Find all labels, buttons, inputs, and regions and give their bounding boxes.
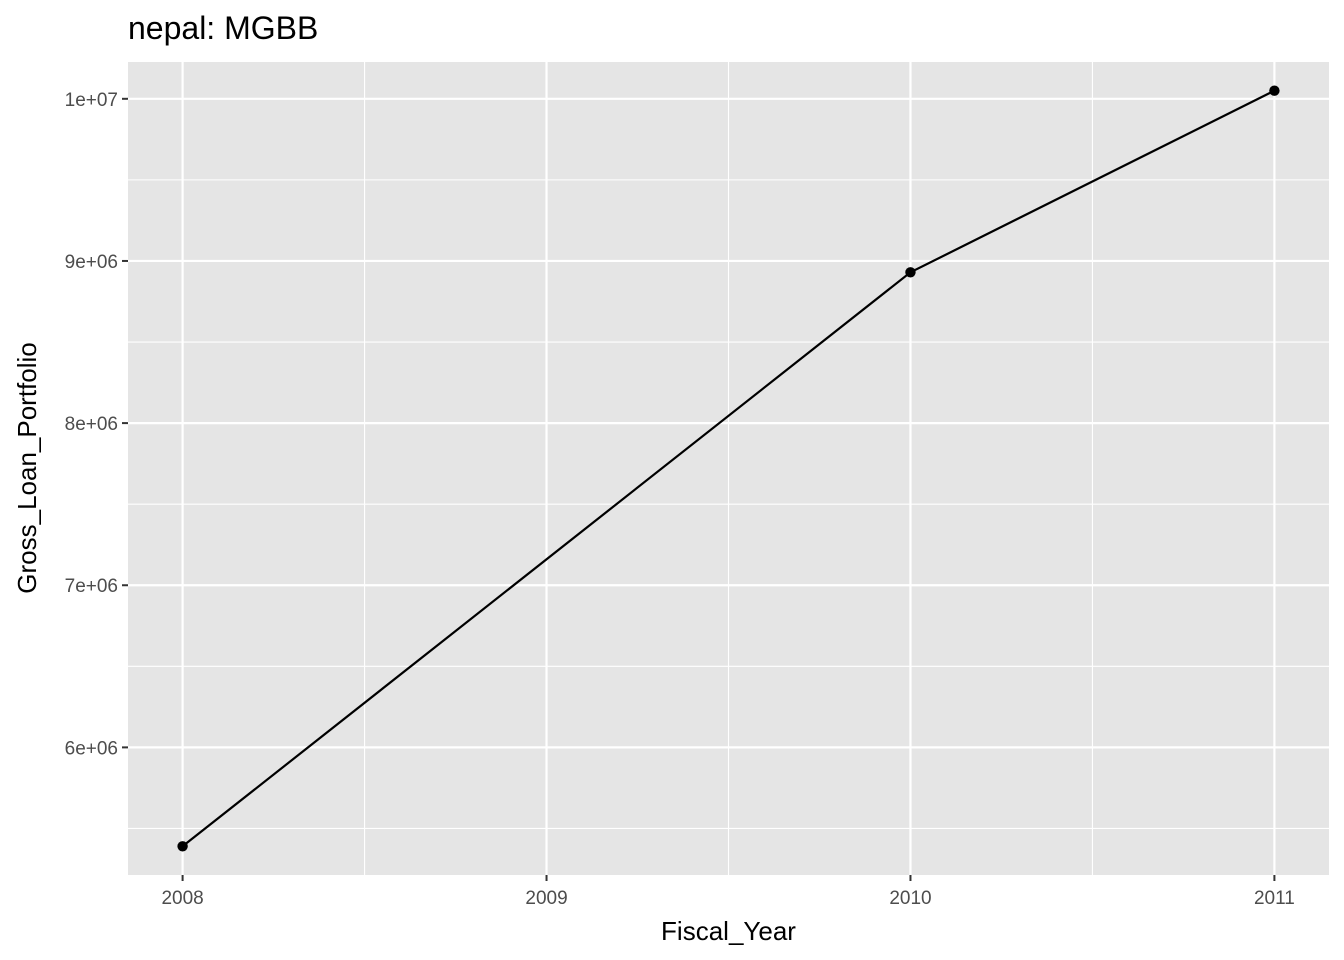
chart-title: nepal: MGBB: [128, 10, 318, 46]
x-tick-label: 2009: [525, 888, 567, 909]
y-tick-label: 8e+06: [65, 414, 118, 435]
x-tick-label: 2008: [161, 888, 203, 909]
x-tick-label: 2011: [1254, 888, 1295, 909]
y-tick-label: 6e+06: [65, 738, 118, 759]
data-point: [177, 841, 188, 852]
x-tick-label: 2010: [889, 888, 931, 909]
data-point: [905, 267, 916, 278]
y-tick-label: 1e+07: [65, 90, 118, 111]
x-axis-ticks: 2008 2009 2010 2011: [161, 875, 1295, 909]
grid-major: [128, 62, 1329, 875]
x-axis-title: Fiscal_Year: [661, 916, 796, 946]
grid-minor: [128, 62, 1329, 875]
y-tick-label: 9e+06: [65, 252, 118, 273]
y-axis-title: Gross_Loan_Portfolio: [12, 342, 42, 593]
data-points: [177, 85, 1280, 852]
data-point: [1269, 85, 1280, 96]
y-axis-ticks: 6e+06 7e+06 8e+06 9e+06 1e+07: [65, 90, 128, 759]
y-tick-label: 7e+06: [65, 576, 118, 597]
